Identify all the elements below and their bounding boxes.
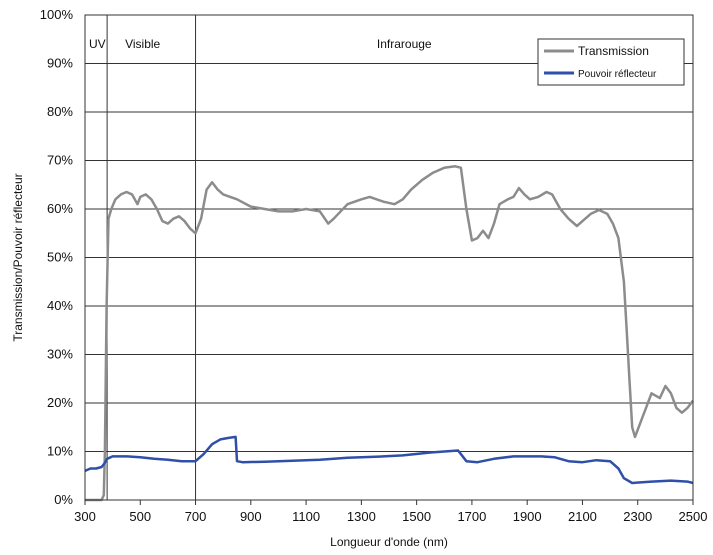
series-line-0 — [85, 165, 694, 502]
x-tick-2300: 2300 — [623, 509, 652, 524]
legend-label-transmission: Transmission — [578, 44, 649, 58]
y-tick-10: 10% — [47, 444, 73, 459]
x-tick-1900: 1900 — [513, 509, 542, 524]
y-tick-90: 90% — [47, 56, 73, 71]
y-tick-0: 0% — [54, 492, 73, 507]
legend-label-reflectance: Pouvoir réflecteur — [578, 69, 657, 80]
legend: Transmission Pouvoir réflecteur — [537, 38, 685, 86]
x-tick-300: 300 — [74, 509, 96, 524]
region-label-1: Visible — [125, 37, 160, 51]
y-tick-60: 60% — [47, 201, 73, 216]
region-label-0: UV — [89, 37, 106, 51]
plot-frame — [84, 14, 694, 501]
x-tick-2500: 2500 — [679, 509, 708, 524]
x-tick-1100: 1100 — [292, 509, 320, 524]
series-line-1 — [84, 435, 694, 485]
y-tick-30: 30% — [47, 347, 73, 362]
y-tick-labels: 0% 10% 20% 30% 40% 50% 60% 70% 80% 90% 100% — [40, 7, 74, 507]
x-tick-1300: 1300 — [347, 509, 376, 524]
y-tick-40: 40% — [47, 298, 73, 313]
region-labels: UV Visible Infrarouge — [89, 37, 432, 51]
y-tick-100: 100% — [40, 7, 74, 22]
series-lines — [84, 165, 694, 502]
y-tick-80: 80% — [47, 104, 73, 119]
legend-box — [537, 38, 685, 86]
region-label-2: Infrarouge — [377, 37, 432, 51]
x-tick-900: 900 — [240, 509, 262, 524]
x-tick-labels: 300 500 700 900 1100 1300 1500 1700 1900 2100 2300… — [74, 500, 707, 524]
x-tick-2100: 2100 — [568, 509, 597, 524]
grid-lines — [85, 14, 693, 501]
x-axis-label: Longueur d'onde (nm) — [330, 535, 448, 549]
x-tick-500: 500 — [129, 509, 151, 524]
x-tick-1500: 1500 — [402, 509, 431, 524]
y-axis-label: Transmission/Pouvoir réflecteur — [11, 173, 25, 341]
y-tick-70: 70% — [47, 153, 73, 168]
y-tick-50: 50% — [47, 250, 73, 265]
x-tick-1700: 1700 — [457, 509, 486, 524]
y-tick-20: 20% — [47, 395, 73, 410]
x-tick-700: 700 — [185, 509, 207, 524]
